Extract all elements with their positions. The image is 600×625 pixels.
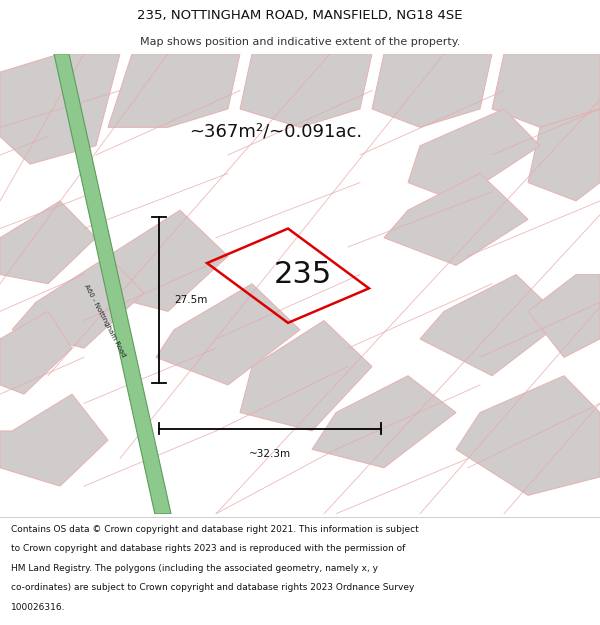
- Polygon shape: [0, 201, 96, 284]
- Text: Map shows position and indicative extent of the property.: Map shows position and indicative extent…: [140, 37, 460, 47]
- Polygon shape: [312, 376, 456, 468]
- Text: HM Land Registry. The polygons (including the associated geometry, namely x, y: HM Land Registry. The polygons (includin…: [11, 564, 378, 572]
- Polygon shape: [12, 256, 144, 348]
- Polygon shape: [156, 284, 300, 385]
- Polygon shape: [384, 173, 528, 266]
- Polygon shape: [528, 274, 600, 358]
- Polygon shape: [456, 376, 600, 496]
- Text: A60 - Nottingham Road: A60 - Nottingham Road: [83, 283, 127, 358]
- Polygon shape: [528, 109, 600, 201]
- Polygon shape: [240, 54, 372, 128]
- Text: 100026316.: 100026316.: [11, 602, 65, 612]
- Polygon shape: [96, 210, 228, 311]
- Text: Contains OS data © Crown copyright and database right 2021. This information is : Contains OS data © Crown copyright and d…: [11, 525, 419, 534]
- Polygon shape: [0, 54, 120, 164]
- Text: to Crown copyright and database rights 2023 and is reproduced with the permissio: to Crown copyright and database rights 2…: [11, 544, 405, 553]
- Text: ~367m²/~0.091ac.: ~367m²/~0.091ac.: [190, 123, 362, 141]
- Text: 27.5m: 27.5m: [174, 295, 208, 305]
- Polygon shape: [372, 54, 492, 128]
- Text: ~32.3m: ~32.3m: [249, 449, 291, 459]
- Polygon shape: [420, 274, 564, 376]
- Polygon shape: [0, 311, 72, 394]
- Polygon shape: [492, 54, 600, 128]
- Polygon shape: [0, 394, 108, 486]
- Polygon shape: [54, 54, 171, 514]
- Polygon shape: [408, 109, 540, 201]
- Text: co-ordinates) are subject to Crown copyright and database rights 2023 Ordnance S: co-ordinates) are subject to Crown copyr…: [11, 583, 414, 592]
- Polygon shape: [108, 54, 240, 128]
- Text: 235: 235: [274, 260, 332, 289]
- Text: 235, NOTTINGHAM ROAD, MANSFIELD, NG18 4SE: 235, NOTTINGHAM ROAD, MANSFIELD, NG18 4S…: [137, 9, 463, 21]
- Polygon shape: [240, 321, 372, 431]
